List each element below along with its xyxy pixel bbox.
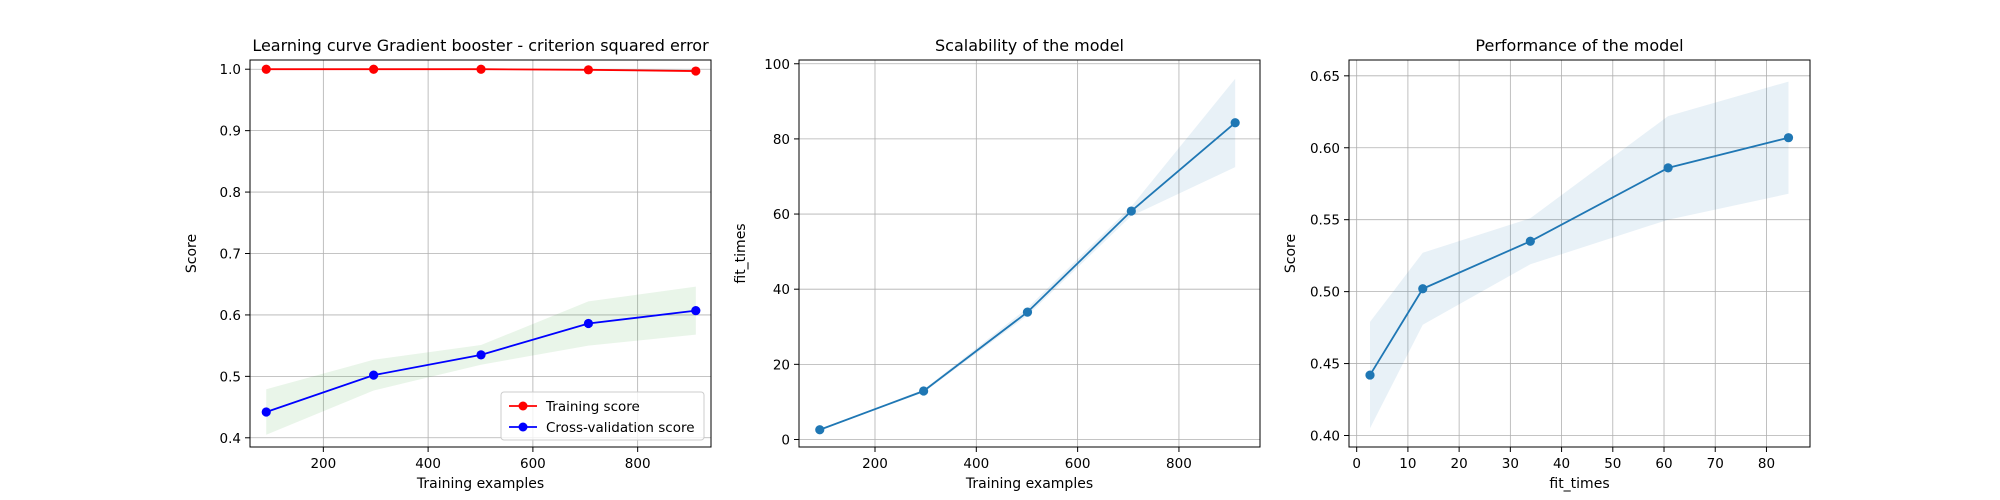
x-tick-label: 20: [1451, 456, 1468, 472]
data-point: [261, 407, 271, 417]
y-tick-label: 0.45: [1310, 357, 1340, 373]
y-tick-label: 0.6: [220, 308, 241, 324]
y-tick-label: 20: [773, 357, 790, 373]
legend-label: Cross-validation score: [546, 420, 695, 436]
data-point: [1663, 163, 1673, 173]
x-tick-label: 800: [625, 456, 651, 472]
y-axis-label: fit_times: [733, 223, 749, 283]
x-tick-label: 0: [1352, 456, 1361, 472]
x-tick-label: 200: [862, 456, 888, 472]
data-point: [1365, 370, 1375, 380]
x-tick-label: 400: [415, 456, 441, 472]
y-axis-label: Score: [1283, 234, 1299, 273]
y-tick-label: 0.40: [1310, 428, 1340, 444]
y-tick-label: 0.60: [1310, 141, 1340, 157]
data-point: [691, 66, 701, 76]
y-tick-label: 100: [764, 57, 790, 73]
y-tick-label: 0.4: [220, 431, 241, 447]
x-tick-label: 10: [1399, 456, 1416, 472]
data-point: [1525, 236, 1535, 246]
plot-area: 200 400 600 800 0 20 40 60 80 100: [764, 57, 1261, 472]
data-point: [261, 64, 271, 74]
legend-label: Training score: [545, 399, 640, 415]
y-tick-label: 80: [773, 132, 790, 148]
x-tick-label: 30: [1502, 456, 1519, 472]
x-axis-label: Training examples: [965, 476, 1093, 492]
performance-panel: 0 10 20 30 40 50 60 70 80 0.40 0.45 0.50 0.55 0.60 0.6…: [1283, 36, 1811, 492]
x-tick-label: 40: [1553, 456, 1570, 472]
y-tick-label: 1.0: [220, 62, 241, 78]
x-tick-label: 50: [1604, 456, 1621, 472]
legend-entry-training-score: Training score: [509, 399, 640, 415]
x-axis-label: Training examples: [416, 476, 544, 492]
y-tick-label: 0: [781, 432, 790, 448]
data-point: [1230, 118, 1240, 128]
y-tick-label: 0.7: [220, 247, 241, 263]
y-tick-label: 0.9: [220, 124, 241, 140]
x-axis-label: fit_times: [1549, 476, 1609, 492]
data-point: [1022, 307, 1033, 317]
legend-swatch-marker: [518, 401, 528, 411]
x-tick-label: 60: [1655, 456, 1672, 472]
data-point: [369, 64, 379, 74]
confidence-band: [1370, 81, 1789, 429]
y-tick-label: 0.65: [1310, 69, 1340, 85]
x-tick-label: 800: [1166, 456, 1192, 472]
chart-title: Scalability of the model: [935, 36, 1124, 55]
data-point: [1783, 133, 1794, 143]
legend-frame: [500, 391, 705, 441]
data-point: [815, 425, 825, 435]
data-point: [691, 306, 701, 316]
x-tick-label: 600: [1065, 456, 1091, 472]
legend-entry-cross-validation-score: Cross-validation score: [509, 420, 695, 436]
x-tick-label: 200: [310, 456, 336, 472]
x-tick-label: 80: [1758, 456, 1775, 472]
y-tick-label: 0.8: [220, 185, 241, 201]
scalability-panel: 200 400 600 800 0 20 40 60 80 100 Scalability of t…: [733, 36, 1261, 492]
data-point: [476, 64, 486, 74]
plot-area: 200 400 600 800 0.4 0.5 0.6 0.7 0.8 0.9 1.0: [220, 59, 712, 472]
legend: Training score Cross-validation score: [500, 391, 705, 441]
x-tick-label: 70: [1707, 456, 1724, 472]
axes-frame: [1348, 59, 1811, 448]
y-axis-label: Score: [184, 234, 200, 273]
axes-frame: [798, 59, 1261, 448]
chart-title: Learning curve Gradient booster - criter…: [252, 36, 709, 55]
data-point: [919, 386, 929, 396]
data-point: [583, 318, 594, 329]
learning-curve-panel: 200 400 600 800 0.4 0.5 0.6 0.7 0.8 0.9 1.0 Learnin…: [184, 36, 712, 492]
data-point: [476, 350, 486, 360]
y-tick-label: 40: [773, 282, 790, 298]
y-tick-label: 0.5: [220, 369, 241, 385]
plot-area: 0 10 20 30 40 50 60 70 80 0.40 0.45 0.50 0.55 0.60 0.6…: [1310, 59, 1811, 472]
data-point: [583, 65, 594, 75]
chart-title: Performance of the model: [1475, 36, 1683, 55]
y-tick-label: 0.55: [1310, 213, 1340, 229]
y-tick-label: 0.50: [1310, 285, 1340, 301]
x-tick-label: 600: [520, 456, 546, 472]
y-tick-label: 60: [773, 207, 790, 223]
data-point: [369, 370, 379, 380]
legend-swatch-marker: [518, 422, 528, 432]
data-point: [1418, 284, 1428, 294]
x-tick-label: 400: [963, 456, 989, 472]
data-point: [1126, 206, 1136, 216]
